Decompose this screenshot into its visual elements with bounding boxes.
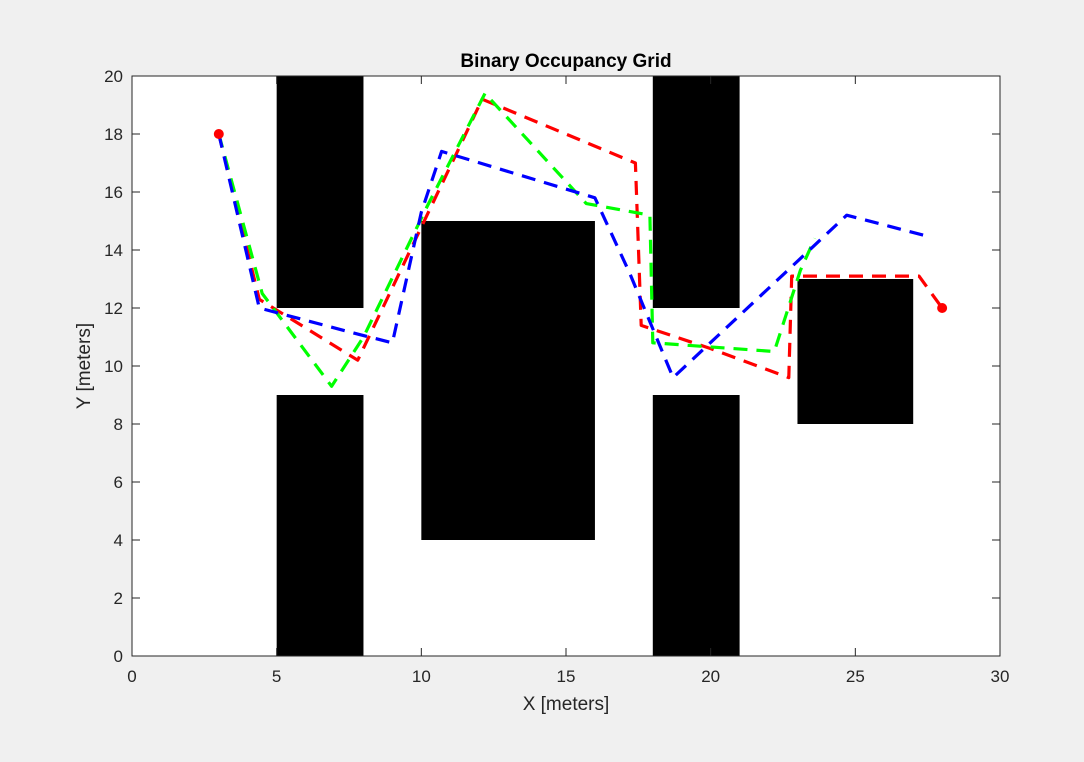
y-tick-label: 10 (104, 357, 123, 376)
y-axis-label: Y [meters] (74, 323, 95, 409)
y-tick-label: 16 (104, 183, 123, 202)
x-tick-label: 30 (991, 667, 1010, 686)
x-tick-label: 15 (557, 667, 576, 686)
y-tick-label: 20 (104, 67, 123, 86)
y-axis: 0 2 4 6 8 10 12 14 16 18 20 (104, 67, 1000, 666)
x-tick-label: 10 (412, 667, 431, 686)
y-tick-label: 12 (104, 299, 123, 318)
markers-layer (213, 129, 948, 313)
obstacle-1 (276, 76, 364, 308)
obstacles-layer (276, 76, 914, 656)
y-tick-label: 8 (114, 415, 123, 434)
start-marker (213, 129, 224, 139)
y-tick-label: 14 (104, 241, 123, 260)
x-tick-label: 5 (272, 667, 281, 686)
x-axis: 0 5 10 15 20 25 30 (127, 76, 1009, 686)
path-series-1 (217, 97, 944, 380)
obstacle-6 (797, 279, 914, 424)
y-tick-label: 2 (114, 589, 123, 608)
obstacle-3 (421, 221, 595, 540)
paths-layer (217, 91, 944, 388)
x-tick-label: 25 (846, 667, 865, 686)
x-tick-label: 0 (127, 667, 136, 686)
y-tick-label: 18 (104, 125, 123, 144)
obstacle-2 (276, 395, 364, 656)
y-tick-label: 4 (114, 531, 123, 550)
path-series-3 (217, 133, 926, 380)
x-tick-label: 20 (701, 667, 720, 686)
y-tick-label: 0 (114, 647, 123, 666)
x-axis-label: X [meters] (523, 694, 610, 715)
obstacle-4 (652, 76, 740, 308)
path-series-2 (217, 91, 817, 388)
y-tick-label: 6 (114, 473, 123, 492)
obstacle-5 (652, 395, 740, 656)
goal-marker (937, 303, 948, 313)
chart-title: Binary Occupancy Grid (460, 51, 671, 72)
